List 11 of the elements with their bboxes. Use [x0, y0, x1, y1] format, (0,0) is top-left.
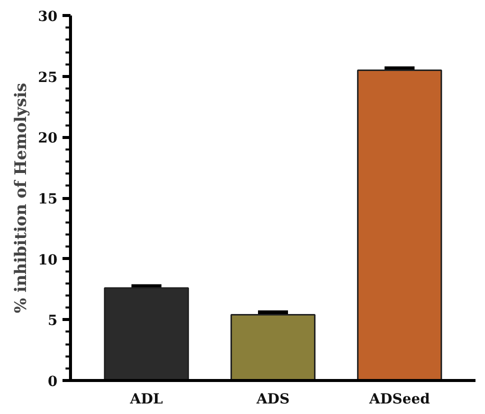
- y-tick-label: 10: [38, 252, 58, 268]
- y-tick-label: 15: [38, 192, 58, 208]
- y-tick-label: 5: [48, 313, 58, 330]
- y-tick-label: 20: [38, 130, 58, 147]
- y-tick-label: 0: [48, 374, 58, 390]
- y-tick-label: 30: [38, 9, 58, 25]
- x-tick-label: ADS: [255, 392, 290, 408]
- y-tick-label: 25: [38, 70, 58, 86]
- x-tick-label: ADSeed: [368, 392, 430, 408]
- x-tick-label: ADL: [129, 392, 164, 408]
- y-axis-title: % inhibition of Hemolysis: [11, 82, 30, 314]
